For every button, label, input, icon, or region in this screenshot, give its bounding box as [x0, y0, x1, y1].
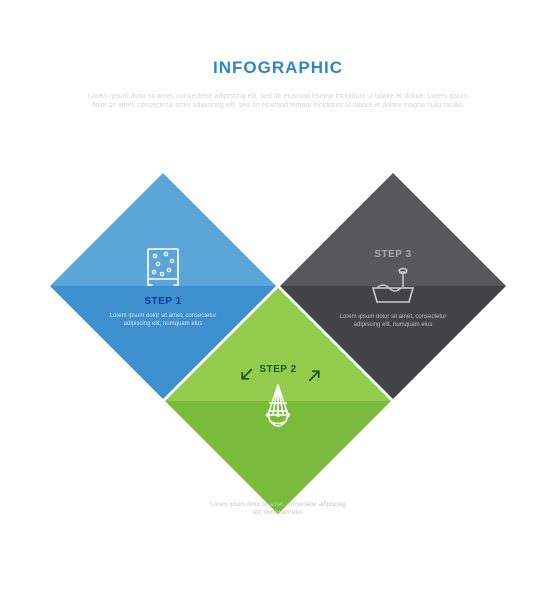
- sandbox-icon: [369, 264, 417, 308]
- page-title: Infographic: [0, 58, 556, 78]
- infographic-page: { "title": { "text": "Infographic", "col…: [0, 0, 556, 600]
- climbing-wall-icon: [142, 244, 184, 288]
- arrow-up-right-icon: [304, 364, 326, 386]
- step-1-label: Step 1: [144, 296, 181, 307]
- arrow-down-right-icon: [235, 364, 257, 386]
- diagram-stage: Step 1 Lorem ipsum dolor sit amet, conse…: [63, 198, 493, 528]
- step-3-lorem: Lorem ipsum dolor sit amet, consectetur …: [338, 314, 448, 330]
- step-1-lorem: Lorem ipsum dolor sit amet, consectetur …: [108, 313, 218, 329]
- step-2-lorem-below: Lorem ipsum dolor sit amet, consectetur …: [208, 502, 348, 518]
- shuttlecock-icon: [258, 381, 298, 437]
- page-subtitle: Lorem ipsum dolor sit amet, consectetur …: [88, 92, 468, 111]
- step-2-label: Step 2: [259, 364, 296, 375]
- step-3-label: Step 3: [374, 249, 411, 260]
